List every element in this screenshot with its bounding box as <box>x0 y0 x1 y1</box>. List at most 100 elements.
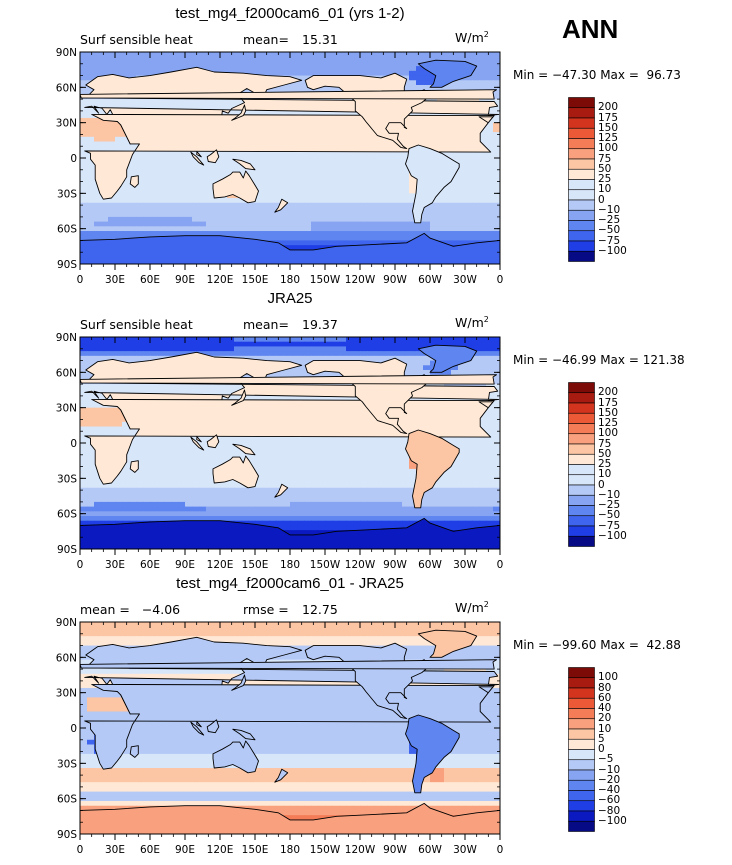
landmass-australia <box>212 740 259 774</box>
x-tick-label: 60W <box>418 559 442 571</box>
x-tick-label: 120W <box>345 844 376 856</box>
colorbar-label: −40 <box>598 784 621 796</box>
colorbar-swatch <box>568 525 595 537</box>
colorbar-label: −5 <box>598 753 614 766</box>
x-tick-label: 30W <box>453 559 477 571</box>
landmass-sumatra <box>190 721 205 736</box>
x-tick-label: 120W <box>345 274 376 286</box>
colorbar-label: −25 <box>598 499 621 511</box>
colorbar-label: 200 <box>598 386 619 399</box>
colorbar-label: 75 <box>598 437 612 450</box>
landmass-samerica <box>405 144 460 224</box>
colorbar-swatch <box>568 667 595 679</box>
colorbar-label: −75 <box>598 234 621 247</box>
landmass-uk <box>80 89 497 100</box>
x-tick-label: 150W <box>310 559 341 571</box>
x-tick-label: 60E <box>140 844 160 856</box>
colorbar-label: −50 <box>598 509 621 522</box>
colorbar-label: 125 <box>598 417 619 429</box>
variable-label: Surf sensible heat <box>80 32 193 47</box>
x-tick-label: 30E <box>105 844 125 856</box>
x-tick-label: 150W <box>310 844 341 856</box>
colorbar-swatch <box>568 738 595 750</box>
units-base: W/m <box>455 315 484 331</box>
colorbar-label: 150 <box>598 121 619 134</box>
x-tick-label: 180 <box>280 844 300 856</box>
landmass-sumatra <box>190 436 205 451</box>
colorbar-swatch <box>568 392 595 404</box>
x-tick-label: 0 <box>497 844 504 856</box>
colorbar-label: −10 <box>598 763 621 776</box>
colorbar-label: 10 <box>598 468 612 481</box>
colorbar-label: 50 <box>598 447 612 460</box>
colorbar-label: 60 <box>598 691 612 704</box>
y-tick-label: 60S <box>57 794 77 806</box>
colorbar-swatch <box>568 148 595 160</box>
colorbar-swatch <box>568 697 595 709</box>
colorbar-label: 0 <box>598 743 605 755</box>
x-tick-label: 150E <box>242 844 269 856</box>
colorbar-label: 25 <box>598 173 612 185</box>
y-tick-label: 60S <box>57 509 77 521</box>
y-tick-label: 60N <box>56 367 77 379</box>
colorbar-swatch <box>568 515 595 527</box>
colorbar-swatch <box>568 728 595 740</box>
y-tick-label: 30S <box>57 758 77 770</box>
x-tick-label: 30E <box>105 559 125 571</box>
colorbar-label: 10 <box>598 722 612 735</box>
landmass-nz <box>274 198 289 213</box>
y-tick-label: 0 <box>70 153 77 165</box>
colorbar-swatch <box>568 453 595 465</box>
antarctica-fill <box>80 233 500 264</box>
landmass-ngguinea <box>232 158 256 171</box>
x-tick-label: 90W <box>383 274 407 286</box>
landmass-borneo <box>206 149 220 164</box>
x-tick-label: 0 <box>77 844 84 856</box>
x-tick-label: 150E <box>242 274 269 286</box>
y-tick-label: 30S <box>57 473 77 485</box>
colorbar-swatch <box>568 168 595 180</box>
colorbar-swatch <box>568 494 595 506</box>
colorbar-label: 75 <box>598 152 612 165</box>
colorbar-swatch <box>568 484 595 496</box>
colorbar-label: 20 <box>598 712 612 725</box>
y-tick-label: 90S <box>57 544 77 556</box>
y-tick-label: 0 <box>70 438 77 450</box>
y-tick-label: 90N <box>56 332 77 344</box>
x-tick-label: 120E <box>207 559 234 571</box>
stat-label: mean= <box>243 32 289 47</box>
units-exponent: 2 <box>483 30 489 39</box>
x-tick-label: 90E <box>175 844 195 856</box>
variable-label: Surf sensible heat <box>80 317 193 332</box>
landmass-uk <box>80 374 497 385</box>
x-tick-label: 0 <box>77 274 84 286</box>
landmass-madagascar <box>129 460 139 473</box>
colorbar-swatch <box>568 127 595 139</box>
x-tick-label: 120W <box>345 559 376 571</box>
colorbar-label: 40 <box>598 702 612 714</box>
y-tick-label: 0 <box>70 723 77 735</box>
x-tick-label: 180 <box>280 274 300 286</box>
landmass-madagascar <box>129 175 139 188</box>
stat-value: 12.75 <box>302 602 338 617</box>
x-tick-label: 60E <box>140 274 160 286</box>
colorbar-swatch <box>568 433 595 445</box>
colorbar-label: −100 <box>598 814 627 827</box>
landmass-ngguinea <box>232 443 256 456</box>
colorbar-swatch <box>568 230 595 242</box>
landmass-nz <box>274 768 289 783</box>
panel-title: JRA25 <box>267 290 313 307</box>
x-tick-label: 120E <box>207 274 234 286</box>
colorbar-label: −25 <box>598 214 621 226</box>
landmass-borneo <box>206 434 220 449</box>
season-label: ANN <box>562 14 619 44</box>
colorbar-swatch <box>568 474 595 486</box>
x-tick-label: 90E <box>175 559 195 571</box>
colorbar-label: −100 <box>598 529 627 542</box>
x-tick-label: 0 <box>497 559 504 571</box>
colorbar-swatch <box>568 464 595 476</box>
colorbar-swatch <box>568 749 595 761</box>
